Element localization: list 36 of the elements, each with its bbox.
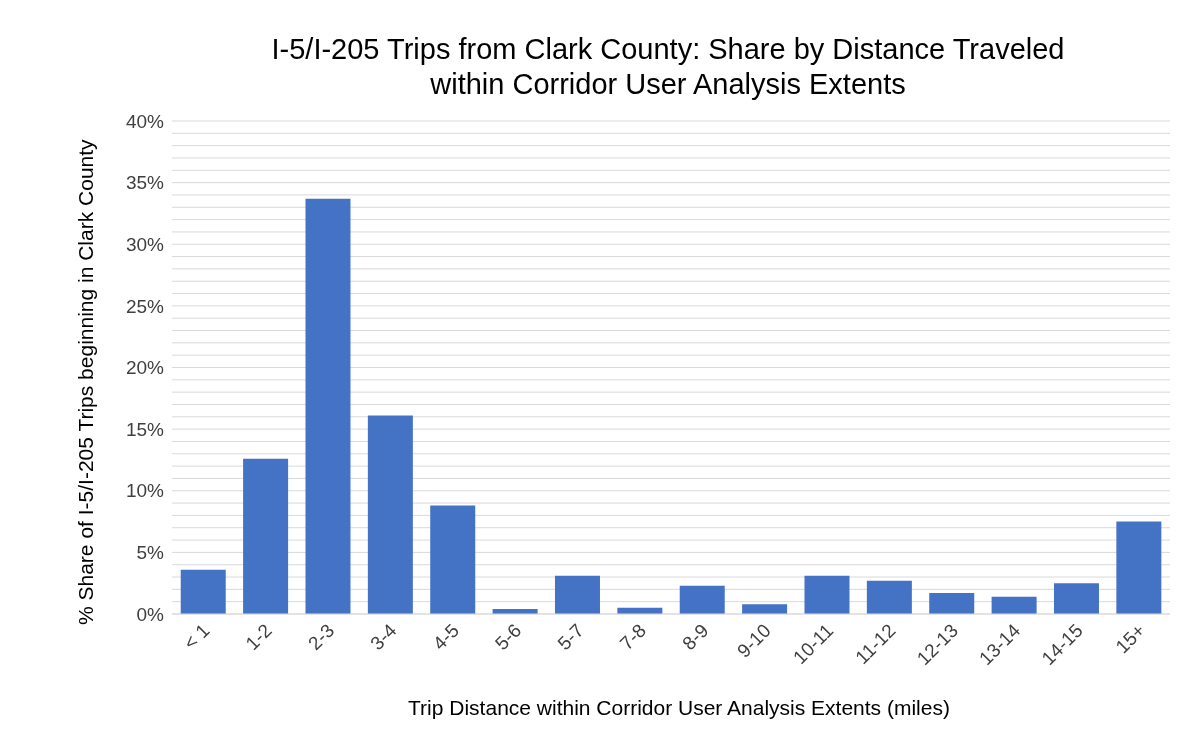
y-tick-label: 30% — [125, 233, 165, 255]
bar — [554, 575, 600, 614]
x-tick-label: 2-3 — [303, 619, 339, 655]
y-tick-label: 20% — [125, 357, 165, 379]
x-axis-title: Trip Distance within Corridor User Analysis Extents (miles) — [407, 696, 951, 720]
y-tick-label: 35% — [125, 172, 165, 194]
bar — [866, 580, 912, 614]
bar — [1053, 583, 1099, 614]
y-tick-label: 25% — [125, 295, 165, 317]
bar — [929, 593, 975, 614]
bar — [180, 569, 226, 614]
x-tick-label: 3-4 — [366, 619, 401, 655]
y-tick-label: 10% — [125, 480, 165, 502]
y-tick-label: 0% — [136, 603, 165, 625]
x-tick-label: 8-9 — [678, 619, 713, 655]
bar — [804, 575, 850, 614]
bar — [742, 604, 788, 614]
x-tick-label: 1-2 — [241, 619, 276, 655]
y-tick-label: 40% — [125, 110, 165, 132]
x-tick-label: 5-7 — [553, 619, 588, 655]
x-tick-label: 4-5 — [428, 619, 463, 655]
bar — [1116, 521, 1162, 614]
x-tick-label: 5-6 — [491, 619, 526, 655]
bar — [991, 596, 1037, 614]
y-tick-label: 15% — [125, 418, 165, 440]
bar — [430, 505, 476, 614]
x-tick-label: < 1 — [179, 619, 214, 654]
chart-title: I-5/I-205 Trips from Clark County: Share by Distance Traveled within Corridor User Analysis Extents — [270, 32, 1066, 102]
bar — [679, 585, 725, 614]
y-axis-title: % Share of I-5/I-205 Trips beginning in Clark County — [72, 138, 98, 625]
bar — [305, 198, 351, 614]
bar — [243, 458, 289, 614]
x-tick-label: 15+ — [1111, 619, 1150, 658]
x-tick-label: 7-8 — [615, 619, 651, 655]
y-tick-label: 5% — [136, 542, 165, 564]
bar — [367, 415, 413, 614]
